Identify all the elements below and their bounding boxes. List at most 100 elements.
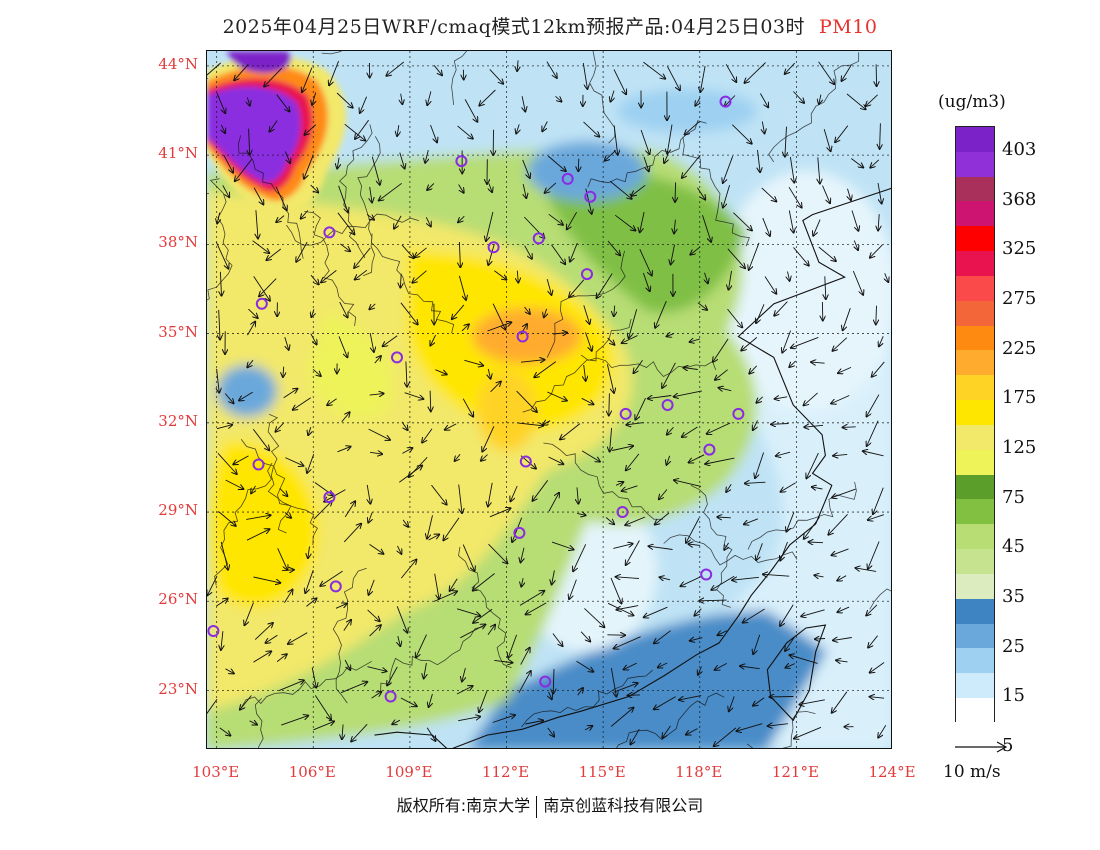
colorbar-tick-label: 25 [1002, 635, 1025, 657]
wind-vector [581, 397, 594, 404]
wind-vector [570, 242, 578, 262]
wind-vector [674, 219, 675, 234]
wind-vector [276, 654, 287, 662]
wind-vector [723, 184, 731, 207]
wind-vector [215, 241, 228, 269]
wind-vector [479, 89, 496, 106]
wind-vector [790, 655, 818, 664]
wind-vector [370, 186, 372, 202]
wind-vector [546, 278, 551, 295]
wind-vector [344, 501, 355, 518]
wind-vector [430, 124, 438, 142]
wind-vector [392, 720, 401, 724]
wind-vector [788, 271, 790, 281]
city-station-marker [532, 232, 545, 245]
city-station-marker [661, 399, 674, 411]
wind-vector [337, 212, 355, 235]
wind-vector [247, 97, 249, 106]
wind-vector [254, 623, 273, 640]
province-border [214, 462, 273, 586]
wind-vector [525, 721, 543, 725]
wind-vector [543, 421, 551, 425]
wind-vector [281, 570, 294, 571]
wind-vector [811, 362, 825, 363]
wind-vector [569, 579, 577, 600]
wind-vector [635, 398, 646, 419]
wind-vector [283, 366, 284, 377]
wind-vector [487, 322, 512, 332]
wind-vector [717, 517, 731, 518]
wind-vector [814, 575, 824, 577]
wind-vector [409, 456, 428, 477]
wind-vector [654, 630, 671, 644]
wind-vector [654, 696, 676, 710]
wind-vector [329, 60, 340, 85]
wind-vector [733, 212, 752, 231]
wind-vector [247, 322, 256, 336]
wind-vector [547, 391, 567, 401]
wind-vector [511, 485, 518, 501]
wind-vector [337, 447, 351, 453]
longitude-label: 103°E [192, 763, 240, 781]
wind-vector [880, 123, 881, 148]
wind-vector [729, 270, 732, 290]
wind-vector [252, 428, 269, 450]
wind-vector [664, 154, 668, 163]
wind-vector [837, 606, 850, 612]
wind-vector [310, 333, 317, 345]
wind-vector [435, 369, 446, 375]
wind-vector [877, 183, 882, 203]
longitude-label: 121°E [771, 763, 819, 781]
wind-vector [430, 334, 437, 345]
wind-vector [634, 360, 643, 373]
product-title: 2025年04月25日WRF/cmaq模式12km预报产品:04月25日03时 [222, 16, 805, 38]
city-station-marker [513, 526, 526, 539]
wind-vector [698, 666, 702, 675]
wind-vector [695, 608, 702, 616]
wind-vector [276, 422, 285, 432]
wind-vector [494, 660, 512, 662]
wind-vector [327, 398, 337, 405]
wind-vector [307, 453, 315, 473]
wind-vector [249, 721, 257, 725]
longitude-label: 106°E [288, 763, 336, 781]
wind-vector [284, 151, 290, 164]
wind-vector [780, 604, 794, 626]
city-station-marker [487, 241, 500, 254]
wind-vector [456, 686, 473, 695]
colorbar-swatch [956, 549, 994, 574]
wind-vector [464, 359, 483, 365]
wind-vector [253, 651, 271, 663]
wind-vector [221, 631, 223, 650]
wind-vector [776, 451, 791, 456]
colorbar-swatch [956, 176, 994, 202]
wind-vector [753, 634, 761, 654]
wind-vector [655, 300, 667, 328]
wind-vector [398, 545, 402, 554]
wind-vector [683, 368, 698, 370]
wind-vector [450, 578, 458, 591]
latitude-label: 26°N [158, 590, 198, 609]
wind-vector [270, 120, 278, 132]
wind-vector [863, 451, 884, 457]
wind-vector [695, 97, 700, 106]
wind-vector [426, 727, 435, 741]
wind-vector [488, 543, 508, 563]
wind-vector [284, 512, 291, 517]
wind-vector [369, 579, 375, 595]
colorbar-units: (ug/m3) [938, 92, 1006, 112]
wind-vector [622, 485, 638, 491]
wind-vector [398, 635, 401, 646]
wind-vector [400, 302, 418, 325]
province-border [580, 354, 717, 377]
province-border [869, 588, 891, 610]
copyright-line: 版权所有:南京大学 南京创蓝科技有限公司 [0, 792, 1100, 818]
wind-vector [293, 397, 311, 410]
colorbar-swatch [956, 275, 994, 301]
wind-vector [577, 487, 578, 503]
wind-vector [718, 630, 728, 636]
wind-vector [445, 423, 457, 430]
wind-vector [643, 61, 665, 79]
wind-vector [276, 94, 290, 112]
wind-vector [837, 575, 847, 581]
